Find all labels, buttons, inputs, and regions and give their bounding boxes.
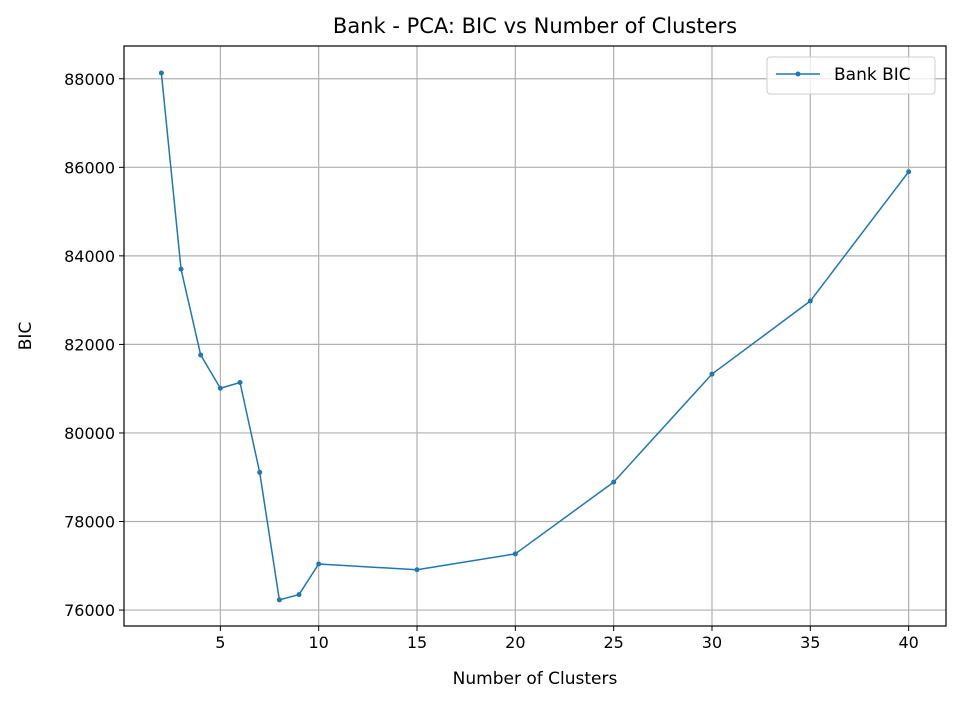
series-layer — [158, 70, 912, 603]
grid-lines — [124, 46, 946, 626]
x-tick-label: 15 — [407, 633, 427, 652]
y-tick-label: 76000 — [64, 601, 115, 620]
legend-label: Bank BIC — [834, 65, 911, 85]
legend-box — [766, 56, 936, 95]
x-tick-label: 20 — [505, 633, 525, 652]
legend: Bank BIC — [766, 56, 936, 95]
y-tick-label: 82000 — [64, 335, 115, 354]
legend-marker-swatch — [795, 71, 801, 77]
data-point — [807, 298, 813, 304]
data-point — [158, 70, 164, 76]
y-tick-label: 84000 — [64, 247, 115, 266]
data-point — [316, 561, 322, 567]
y-tick-label: 78000 — [64, 513, 115, 532]
y-tick-label: 86000 — [64, 158, 115, 177]
x-tick-label: 10 — [309, 633, 329, 652]
x-tick-label: 5 — [215, 633, 225, 652]
data-point — [237, 379, 243, 385]
data-point — [178, 266, 184, 272]
data-point — [198, 352, 204, 358]
x-tick-label: 30 — [702, 633, 722, 652]
plot-frame — [123, 45, 947, 627]
chart-title: Bank - PCA: BIC vs Number of Clusters — [333, 14, 737, 38]
y-tick-label: 80000 — [64, 424, 115, 443]
x-axis-title: Number of Clusters — [453, 669, 618, 689]
data-point — [611, 479, 617, 485]
data-point — [906, 169, 912, 175]
data-point — [414, 567, 420, 573]
data-point — [709, 371, 715, 377]
data-point — [276, 597, 282, 603]
x-tick-label: 35 — [800, 633, 820, 652]
y-axis-title: BIC — [16, 322, 36, 351]
x-tick-label: 25 — [603, 633, 623, 652]
data-point — [512, 551, 518, 557]
data-point — [257, 469, 263, 475]
y-tick-label: 88000 — [64, 70, 115, 89]
data-point — [217, 385, 223, 391]
axis-ticks: 5 10 15 20 25 30 35 40 76000 78000 80000 82000 84000… — [64, 70, 919, 652]
x-tick-label: 40 — [898, 633, 918, 652]
data-point — [296, 592, 302, 598]
